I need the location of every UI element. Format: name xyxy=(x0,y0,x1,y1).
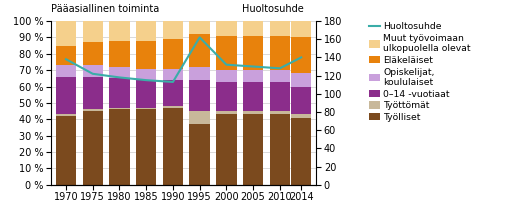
Bar xyxy=(162,106,183,108)
Bar xyxy=(189,67,209,80)
Bar xyxy=(162,108,183,185)
Bar xyxy=(109,67,129,78)
Bar xyxy=(55,65,76,77)
Bar xyxy=(136,68,156,80)
Bar xyxy=(162,80,183,106)
Bar xyxy=(55,46,76,65)
Bar xyxy=(242,111,263,114)
Bar xyxy=(242,21,263,36)
Bar xyxy=(216,111,236,114)
Bar xyxy=(82,65,103,77)
Bar xyxy=(109,108,129,109)
Bar xyxy=(216,36,236,70)
Bar xyxy=(136,21,156,41)
Bar xyxy=(136,109,156,185)
Legend: Huoltosuhde, Muut työvoimaan
ulkopuolella olevat, Eläkeläiset, Opiskelijat,
koul: Huoltosuhde, Muut työvoimaan ulkopuolell… xyxy=(368,22,470,122)
Bar xyxy=(82,77,103,109)
Bar xyxy=(189,80,209,111)
Bar xyxy=(109,109,129,185)
Bar xyxy=(189,124,209,185)
Bar xyxy=(269,111,290,114)
Bar xyxy=(291,37,311,74)
Bar xyxy=(162,39,183,68)
Bar xyxy=(136,80,156,108)
Bar xyxy=(109,21,129,41)
Text: Huoltosuhde: Huoltosuhde xyxy=(241,4,303,14)
Bar xyxy=(269,21,290,36)
Bar xyxy=(291,118,311,185)
Bar xyxy=(269,114,290,185)
Bar xyxy=(82,42,103,65)
Bar xyxy=(269,36,290,70)
Bar xyxy=(82,111,103,185)
Bar xyxy=(109,78,129,108)
Bar xyxy=(216,21,236,36)
Bar xyxy=(291,74,311,87)
Bar xyxy=(291,21,311,37)
Bar xyxy=(216,82,236,111)
Bar xyxy=(291,114,311,118)
Bar xyxy=(55,114,76,116)
Bar xyxy=(216,114,236,185)
Bar xyxy=(189,34,209,67)
Bar xyxy=(216,70,236,82)
Bar xyxy=(189,21,209,34)
Bar xyxy=(55,77,76,114)
Bar xyxy=(162,21,183,39)
Bar xyxy=(242,114,263,185)
Bar xyxy=(82,109,103,111)
Bar xyxy=(136,41,156,68)
Bar xyxy=(242,70,263,82)
Bar xyxy=(162,68,183,80)
Bar xyxy=(291,87,311,114)
Bar xyxy=(109,41,129,67)
Bar xyxy=(242,36,263,70)
Bar xyxy=(242,82,263,111)
Bar xyxy=(55,116,76,185)
Bar xyxy=(55,21,76,46)
Bar xyxy=(82,21,103,42)
Text: Pääasiallinen toiminta: Pääasiallinen toiminta xyxy=(51,4,159,14)
Bar xyxy=(269,70,290,82)
Bar xyxy=(136,108,156,109)
Bar xyxy=(269,82,290,111)
Bar xyxy=(189,111,209,124)
